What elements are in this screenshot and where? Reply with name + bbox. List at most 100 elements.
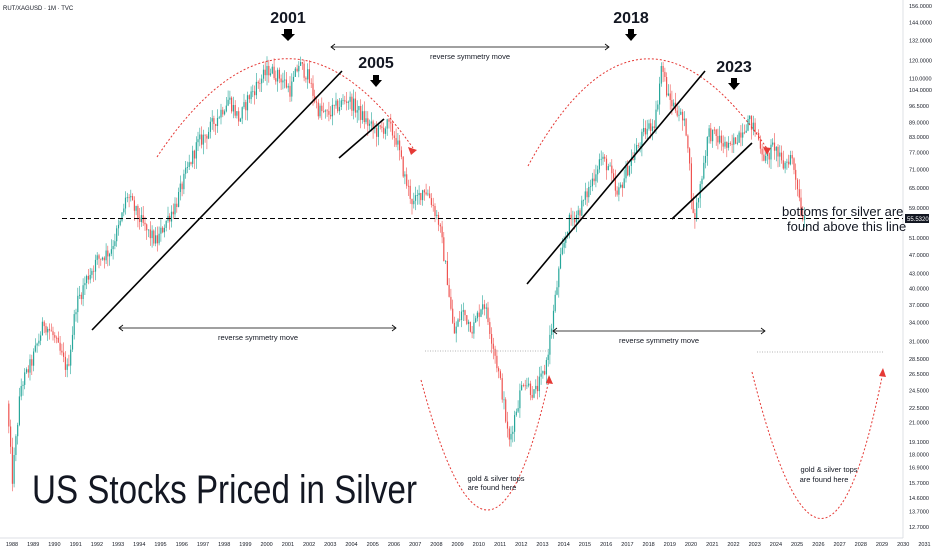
candle-body [627,165,629,176]
candle-body [747,119,749,131]
x-tick-label: 2003 [324,542,336,548]
candle-body [593,178,595,182]
candle-body [602,156,604,159]
candle-body [262,69,265,79]
x-tick-label: 1996 [176,542,188,548]
candle-body [565,236,567,243]
pointer-2001-icon [281,29,295,41]
candle-body [579,210,581,216]
candle-body [600,158,602,160]
candle-body [218,117,220,119]
candle-body [96,255,98,260]
candle-body [300,62,302,66]
arc-heads [408,147,886,384]
x-tick-label: 1998 [218,542,230,548]
candle-body [526,385,528,387]
candle-body [101,257,104,260]
candle-body [538,376,540,392]
y-tick-label: 28.5000 [909,357,929,363]
candle-body [75,312,77,315]
arc-bottom-right [751,371,884,519]
candle-body [43,321,45,327]
candle-body [436,214,438,216]
candle-body [346,101,348,103]
candle-body [117,224,120,229]
candle-body [172,211,174,215]
gold-note-left-line1: gold & silver tops [467,474,524,483]
candle-body [374,128,376,129]
candle-body [17,425,19,437]
candle-body [544,371,546,375]
candle-body [105,250,107,261]
candle-body [305,77,307,80]
candle-body [156,235,158,244]
x-tick-label: 2027 [833,542,845,548]
candle-body [423,190,425,193]
candle-body [114,241,116,246]
candle-body [512,431,514,434]
candle-body [480,309,482,317]
candle-body [784,162,786,169]
pointer-2018-icon [625,29,637,41]
candle-body [160,227,162,234]
top-pointers [281,29,740,90]
candle-body [13,455,15,484]
y-tick-label: 59.0000 [909,206,929,212]
candle-body [315,101,318,103]
candle-body [381,126,383,128]
gold-note-left-line2: are found here [468,483,517,492]
candle-body [20,386,22,397]
candle-body [87,275,89,280]
x-tick-label: 2013 [536,542,548,548]
candle-body [310,82,312,84]
candle-body [292,76,295,82]
candle-body [697,198,700,203]
candle-body [179,183,181,192]
candle-body [535,385,537,390]
label-2005: 2005 [358,55,394,72]
y-tick-label: 65.0000 [909,186,929,192]
candle-body [719,135,721,143]
candle-body [554,294,556,311]
gold-note-right-line2: are found here [800,475,849,484]
candle-body [694,213,696,219]
candle-body [584,191,586,200]
candle-body [595,174,597,182]
candle-body [307,69,309,80]
candle-body [515,411,517,416]
candle-body [733,137,735,145]
y-tick-label: 43.0000 [909,272,929,278]
candle-body [545,360,547,375]
x-tick-label: 2004 [345,542,357,548]
candle-body [130,196,132,198]
arrowhead-4 [391,324,397,332]
arrowhead-6 [760,327,766,335]
reverse-symmetry-right: reverse symmetry move [619,336,699,345]
arrowhead-5 [552,327,558,335]
candle-body [482,304,484,310]
candle-body [798,189,800,198]
candle-body [683,118,685,121]
candle-body [231,97,233,112]
candle-body [659,83,661,105]
candle-body [703,162,705,179]
candle-body [124,197,127,209]
candle-body [443,237,445,262]
candle-body [195,142,197,159]
candle-body [621,184,623,188]
candle-body [552,310,555,329]
candle-body [224,111,226,115]
x-tick-label: 2010 [473,542,485,548]
candle-body [192,150,194,164]
candle-body [429,193,431,199]
candle-body [452,308,454,323]
arrowhead-2 [604,43,610,51]
x-tick-label: 2021 [706,542,718,548]
candle-body [201,134,203,145]
candle-body [483,304,486,309]
candle-body [547,354,549,360]
candle-body [639,145,641,147]
candle-body [643,128,645,132]
candle-body [158,233,160,244]
